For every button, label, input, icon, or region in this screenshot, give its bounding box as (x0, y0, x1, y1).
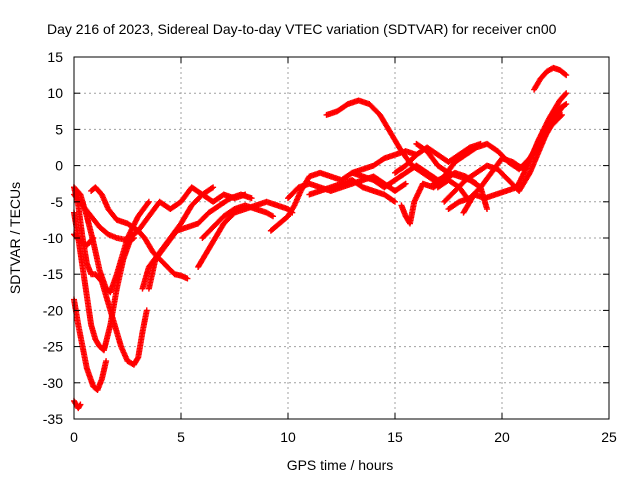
series-trace-10 (145, 191, 255, 292)
y-tick-label: -15 (43, 266, 63, 282)
data-point (268, 212, 275, 219)
data-point (390, 197, 397, 204)
series-trace-6 (71, 184, 150, 368)
y-axis-label: SDTVAR / TECUs (7, 182, 23, 294)
y-tick-label: -20 (43, 302, 63, 318)
x-ticks: 0 5 10 15 20 25 (70, 57, 617, 445)
data-point (562, 91, 569, 98)
data-point (563, 72, 570, 79)
series-trace-1 (71, 397, 84, 412)
series-trace-2 (71, 296, 110, 394)
x-tick-label: 15 (387, 429, 403, 445)
series-trace-15 (306, 177, 398, 205)
data-point (401, 181, 408, 188)
y-tick-label: 0 (55, 158, 63, 174)
x-tick-label: 0 (70, 429, 78, 445)
data-point (558, 111, 565, 118)
data-point (402, 180, 409, 187)
data-point (562, 101, 569, 108)
y-tick-label: -10 (43, 230, 63, 246)
data-point (143, 307, 150, 314)
data-point (270, 213, 277, 220)
data-point (145, 198, 152, 205)
series-trace-25 (434, 177, 473, 205)
data-point (208, 185, 215, 192)
series-trace-22 (460, 90, 570, 216)
y-tick-label: -25 (43, 339, 63, 355)
grid-lines (74, 57, 609, 419)
y-tick-label: 5 (55, 121, 63, 137)
data-point (248, 195, 255, 202)
series-trace-3 (71, 209, 137, 354)
x-axis-label: GPS time / hours (287, 457, 394, 473)
data-point (562, 71, 569, 78)
x-tick-label: 10 (280, 429, 296, 445)
data-point (76, 402, 83, 409)
data-point (210, 184, 217, 191)
data-series-group (71, 64, 570, 412)
chart-title: Day 216 of 2023, Sidereal Day-to-day VTE… (47, 21, 557, 37)
data-point (184, 275, 191, 282)
data-point (466, 198, 473, 205)
y-tick-label: -30 (43, 375, 63, 391)
data-point (392, 198, 398, 205)
series-trace-13 (267, 148, 420, 234)
series-trace-24 (445, 101, 570, 213)
data-point (77, 401, 84, 408)
y-tick-label: -35 (43, 411, 63, 427)
y-ticks: -35 -30 -25 -20 -15 -10 -5 0 5 10 15 (43, 49, 609, 427)
y-tick-label: -5 (51, 194, 64, 210)
data-point (557, 113, 564, 120)
data-point (563, 90, 570, 97)
data-point (466, 197, 473, 204)
x-tick-label: 25 (601, 429, 617, 445)
x-tick-label: 20 (494, 429, 510, 445)
series-trace-12 (199, 202, 277, 241)
x-tick-label: 5 (177, 429, 185, 445)
y-tick-label: 10 (47, 85, 63, 101)
series-trace-8 (88, 184, 191, 282)
data-point (484, 206, 491, 213)
data-point (145, 200, 152, 207)
y-tick-label: 15 (47, 49, 63, 65)
series-trace-26 (531, 64, 570, 93)
data-point (103, 358, 110, 365)
data-point (563, 101, 570, 108)
